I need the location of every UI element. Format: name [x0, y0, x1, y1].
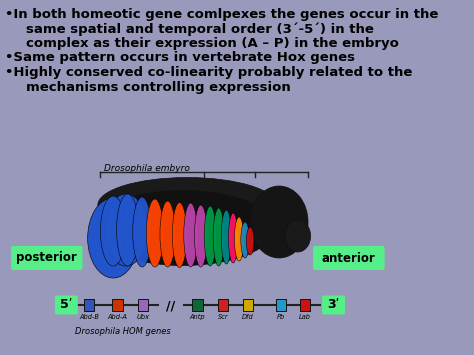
Text: Scr: Scr	[218, 314, 228, 320]
Bar	[218, 299, 228, 311]
Text: Dfd: Dfd	[242, 314, 254, 320]
Ellipse shape	[213, 208, 224, 266]
Ellipse shape	[250, 186, 308, 258]
Ellipse shape	[98, 178, 276, 233]
Ellipse shape	[228, 213, 238, 263]
FancyBboxPatch shape	[322, 295, 345, 315]
Ellipse shape	[221, 210, 231, 264]
Ellipse shape	[246, 227, 254, 255]
Ellipse shape	[235, 217, 244, 261]
Text: Lab: Lab	[299, 314, 310, 320]
Text: 3ʹ: 3ʹ	[328, 299, 340, 311]
Ellipse shape	[241, 222, 249, 258]
Text: Ubx: Ubx	[137, 314, 149, 320]
Ellipse shape	[146, 199, 164, 267]
Ellipse shape	[105, 194, 147, 266]
Ellipse shape	[160, 201, 175, 267]
Bar	[112, 299, 123, 311]
Text: Abd-A: Abd-A	[108, 314, 128, 320]
Text: Pb: Pb	[277, 314, 285, 320]
Bar	[243, 299, 253, 311]
Ellipse shape	[117, 194, 139, 266]
FancyBboxPatch shape	[11, 246, 82, 270]
Text: mechanisms controlling expression: mechanisms controlling expression	[26, 81, 290, 93]
Bar	[138, 299, 148, 311]
Text: complex as their expression (A – P) in the embryo: complex as their expression (A – P) in t…	[26, 37, 399, 50]
Text: Antp: Antp	[190, 314, 205, 320]
Text: anterior: anterior	[322, 251, 376, 264]
Ellipse shape	[100, 196, 126, 266]
Text: •Highly conserved co-linearity probably related to the: •Highly conserved co-linearity probably …	[5, 66, 412, 79]
Text: Abd-B: Abd-B	[80, 314, 99, 320]
Bar	[300, 299, 310, 311]
Text: //: //	[166, 300, 176, 312]
Text: Drosophila HOM genes: Drosophila HOM genes	[75, 327, 171, 336]
Text: 5ʹ: 5ʹ	[60, 299, 73, 311]
Ellipse shape	[194, 205, 207, 267]
Ellipse shape	[173, 202, 187, 268]
Ellipse shape	[91, 191, 274, 266]
Text: •Same pattern occurs in vertebrate Hox genes: •Same pattern occurs in vertebrate Hox g…	[5, 51, 355, 65]
Text: posterior: posterior	[17, 251, 77, 264]
Bar	[276, 299, 286, 311]
Bar	[192, 299, 202, 311]
Ellipse shape	[133, 197, 152, 267]
FancyBboxPatch shape	[313, 246, 384, 270]
Text: same spatial and temporal order (3´-5´) in the: same spatial and temporal order (3´-5´) …	[26, 22, 374, 36]
Ellipse shape	[184, 203, 197, 267]
Ellipse shape	[204, 206, 216, 266]
Text: Drosophila embyro: Drosophila embyro	[104, 164, 190, 173]
Ellipse shape	[88, 198, 139, 278]
Ellipse shape	[285, 220, 310, 252]
Bar	[84, 299, 94, 311]
FancyBboxPatch shape	[55, 295, 78, 315]
Text: •In both homeotic gene comlpexes the genes occur in the: •In both homeotic gene comlpexes the gen…	[5, 8, 438, 21]
